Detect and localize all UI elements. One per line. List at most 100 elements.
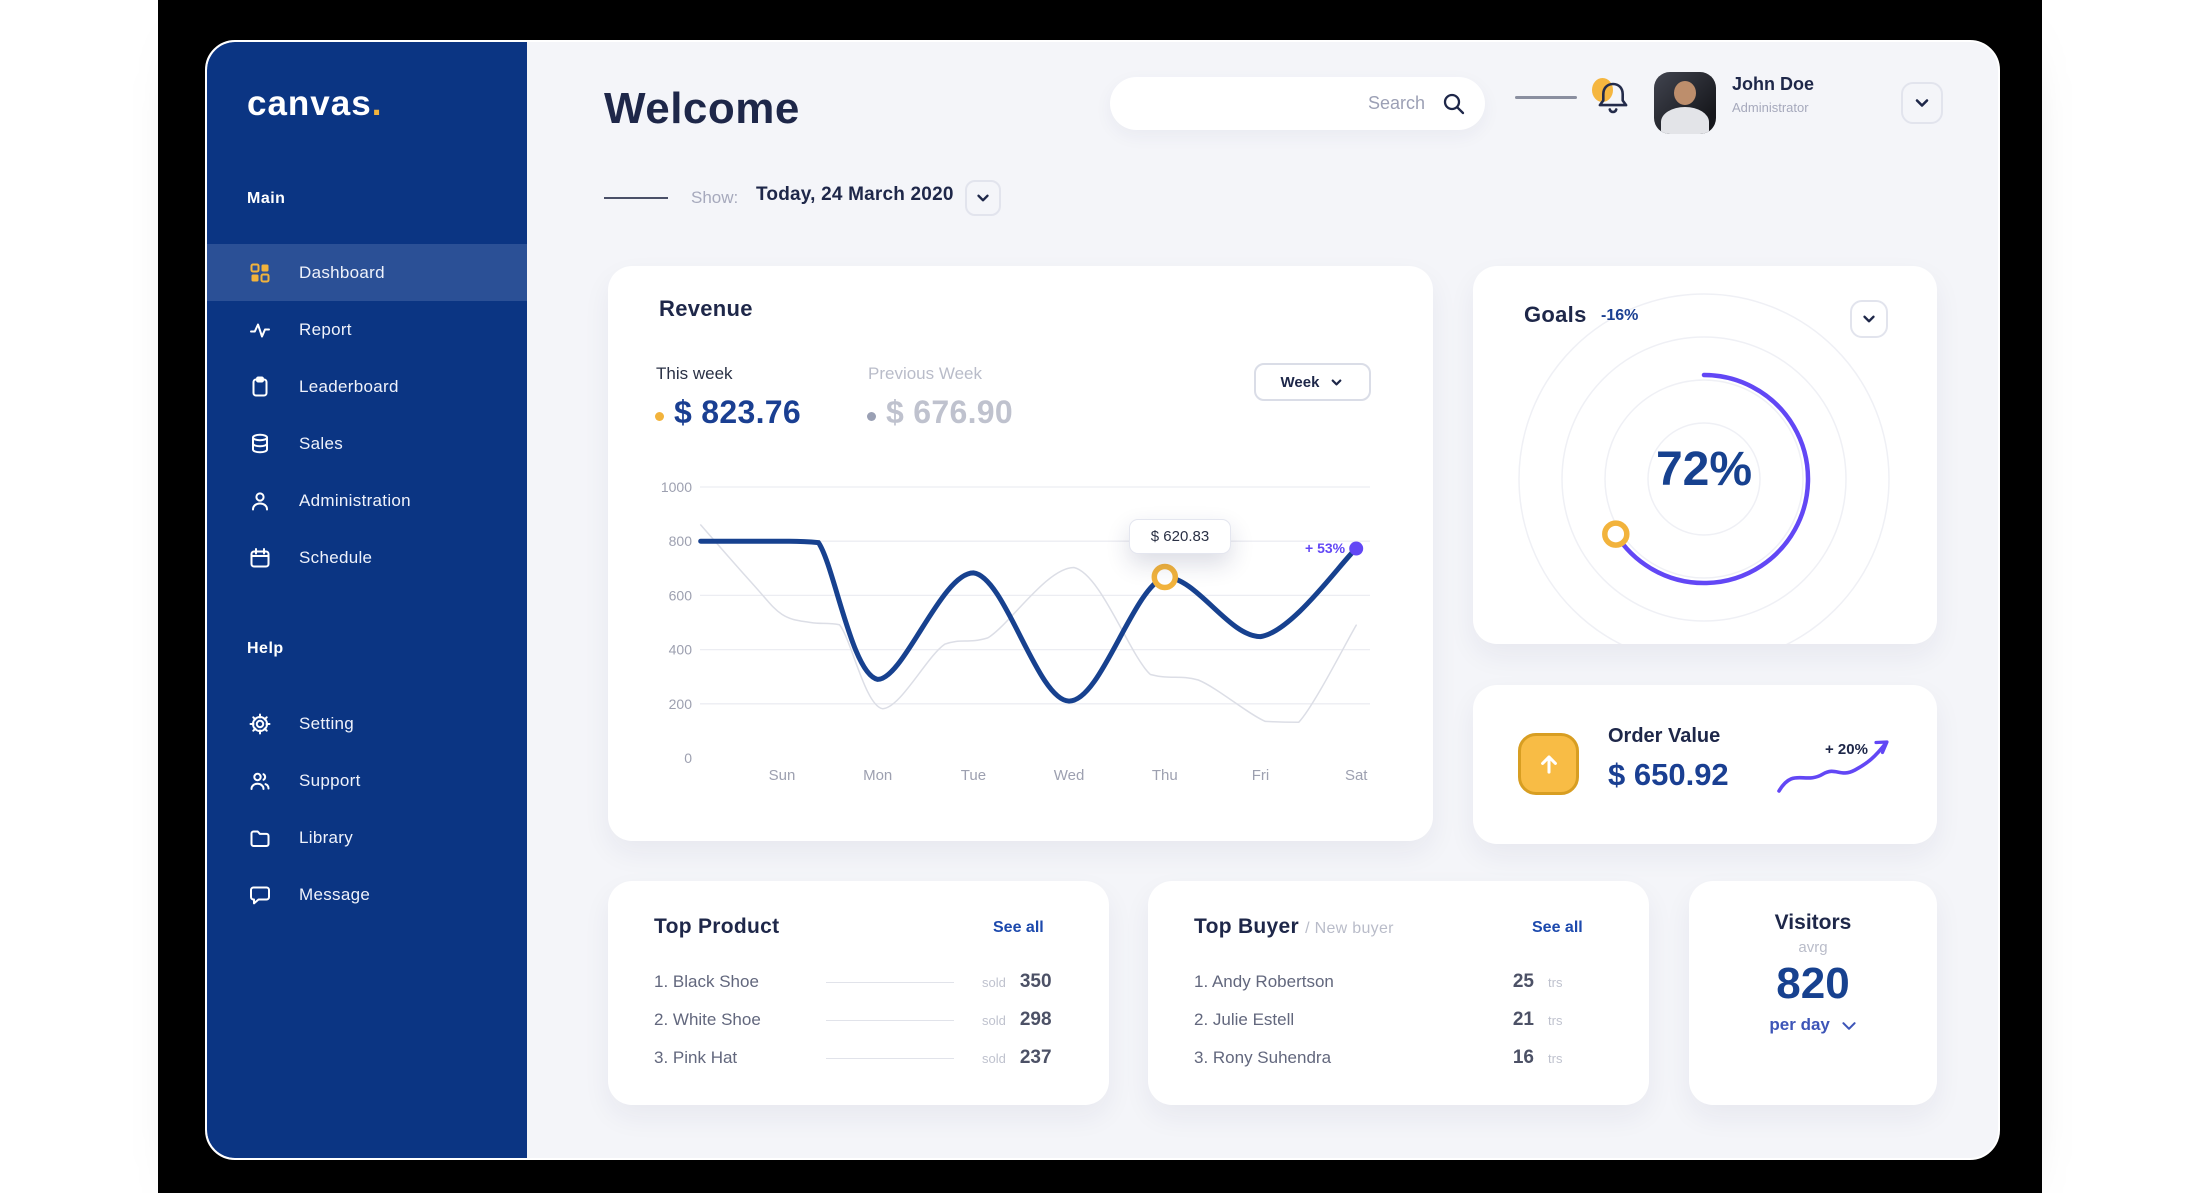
range-selector-value: Week: [1280, 373, 1320, 391]
show-dash: [604, 197, 668, 199]
chevron-down-icon: [1332, 379, 1342, 385]
buyer-row: 3. Rony Suhendra 16 trs: [1194, 1045, 1562, 1071]
svg-text:Wed: Wed: [1054, 767, 1085, 784]
sidebar-item-label: Sales: [299, 433, 344, 453]
svg-text:Tue: Tue: [961, 767, 986, 784]
page-title: Welcome: [604, 84, 800, 133]
bell-icon: [1598, 82, 1628, 114]
avatar[interactable]: [1654, 72, 1716, 134]
range-selector-dropdown[interactable]: Week: [1254, 363, 1371, 401]
avatar-head: [1674, 81, 1696, 105]
sidebar-item-label: Setting: [299, 713, 355, 733]
sidebar-item-label: Report: [299, 319, 352, 339]
goals-title: Goals: [1524, 302, 1587, 327]
buyer-row: 1. Andy Robertson 25 trs: [1194, 969, 1562, 995]
sidebar-section-main: Main: [247, 190, 286, 207]
search-box: [1110, 77, 1485, 130]
gear-icon: [247, 711, 273, 737]
sidebar-item-setting[interactable]: Setting: [207, 695, 527, 752]
chat-icon: [247, 882, 273, 908]
sold-label: sold: [982, 1050, 1006, 1066]
row-rule: [826, 1019, 954, 1021]
chart-tooltip: $ 620.83: [1129, 519, 1231, 554]
trend-up-squiggle-icon: [1777, 740, 1889, 793]
sidebar-item-support[interactable]: Support: [207, 752, 527, 809]
svg-text:Thu: Thu: [1152, 767, 1178, 784]
product-count: 298: [1019, 1009, 1052, 1030]
sidebar-item-message[interactable]: Message: [207, 866, 527, 923]
buyer-name: 2. Julie Estell: [1194, 1010, 1295, 1029]
visitors-card: Visitors avrg 820 per day: [1689, 881, 1937, 1105]
sidebar-nav-main: Dashboard Report Leaderboard: [207, 244, 527, 586]
svg-text:Sun: Sun: [769, 767, 796, 784]
notifications-button[interactable]: [1590, 76, 1636, 126]
buyer-count: 25: [1512, 971, 1534, 992]
revenue-line-chart: 0 200 400 600 800 1000 Sun Mon Tue Wed Thu Fri Sat: [661, 479, 1370, 784]
goals-menu-button[interactable]: [1850, 300, 1888, 338]
prev-week-value: $ 676.90: [886, 394, 1013, 430]
sidebar-item-sales[interactable]: Sales: [207, 415, 527, 472]
top-product-see-all-link[interactable]: See all: [993, 919, 1044, 936]
top-product-card: Top Product See all 1. Black Shoe sold 3…: [608, 881, 1109, 1105]
svg-text:Mon: Mon: [863, 767, 892, 784]
revenue-card: Revenue This week $ 823.76 Previous Week…: [608, 266, 1433, 841]
search-icon[interactable]: [1441, 91, 1467, 122]
buyer-name: 3. Rony Suhendra: [1194, 1048, 1332, 1067]
this-week-value: $ 823.76: [674, 394, 801, 430]
chevron-down-icon: [1863, 315, 1875, 323]
user-icon: [247, 488, 273, 514]
header-divider-dash: [1515, 96, 1577, 99]
revenue-title: Revenue: [659, 296, 753, 321]
visitors-title: Visitors: [1774, 911, 1852, 934]
top-buyer-see-all-link[interactable]: See all: [1532, 919, 1583, 936]
prev-week-dot-icon: [867, 412, 876, 421]
user-role: Administrator: [1732, 100, 1809, 115]
sidebar-item-report[interactable]: Report: [207, 301, 527, 358]
sidebar-item-label: Leaderboard: [299, 376, 399, 396]
sold-label: sold: [982, 974, 1006, 990]
order-value-delta: + 20%: [1825, 741, 1868, 758]
goals-delta: -16%: [1601, 307, 1639, 324]
logo-dot-icon: .: [371, 84, 383, 123]
top-buyer-title: Top Buyer / New buyer: [1194, 915, 1394, 938]
avatar-shirt: [1661, 107, 1709, 134]
row-rule: [826, 1057, 954, 1059]
grid-icon: [247, 260, 273, 286]
chevron-down-icon: [1915, 99, 1929, 107]
activity-icon: [247, 317, 273, 343]
search-input[interactable]: [1130, 77, 1425, 130]
product-count: 237: [1019, 1047, 1052, 1068]
sidebar-item-schedule[interactable]: Schedule: [207, 529, 527, 586]
this-week-dot-icon: [655, 412, 664, 421]
buyer-count: 21: [1512, 1009, 1534, 1030]
sidebar-item-leaderboard[interactable]: Leaderboard: [207, 358, 527, 415]
top-buyer-subtitle: / New buyer: [1305, 920, 1394, 937]
goals-percent: 72%: [1655, 443, 1753, 496]
sidebar-nav-help: Setting Support Library: [207, 695, 527, 923]
this-week-label: This week: [656, 364, 733, 383]
order-value-title: Order Value: [1608, 725, 1721, 747]
date-filter-button[interactable]: [965, 180, 1001, 216]
visitors-value: 820: [1776, 959, 1850, 1008]
sidebar-item-dashboard[interactable]: Dashboard: [207, 244, 527, 301]
sidebar-section-help: Help: [247, 640, 284, 657]
sidebar-item-library[interactable]: Library: [207, 809, 527, 866]
prev-week-label: Previous Week: [868, 364, 983, 383]
visitors-per-day-dropdown[interactable]: per day: [1689, 1015, 1937, 1035]
sidebar-item-administration[interactable]: Administration: [207, 472, 527, 529]
product-row: 2. White Shoe sold 298: [654, 1007, 1052, 1033]
goals-donut-chart: [1518, 293, 1890, 644]
user-name: John Doe: [1732, 74, 1815, 94]
clipboard-icon: [247, 374, 273, 400]
trs-label: trs: [1548, 1050, 1563, 1066]
sold-label: sold: [982, 1012, 1006, 1028]
product-row: 3. Pink Hat sold 237: [654, 1045, 1052, 1071]
sidebar-item-label: Schedule: [299, 547, 373, 567]
user-menu-button[interactable]: [1901, 82, 1943, 124]
visitors-subtitle: avrg: [1798, 939, 1828, 956]
order-value-card: Order Value $ 650.92 + 20%: [1473, 685, 1937, 844]
product-row: 1. Black Shoe sold 350: [654, 969, 1052, 995]
buyer-name: 1. Andy Robertson: [1194, 972, 1334, 991]
sidebar: canvas. Main Dashboard Report: [207, 42, 527, 1158]
